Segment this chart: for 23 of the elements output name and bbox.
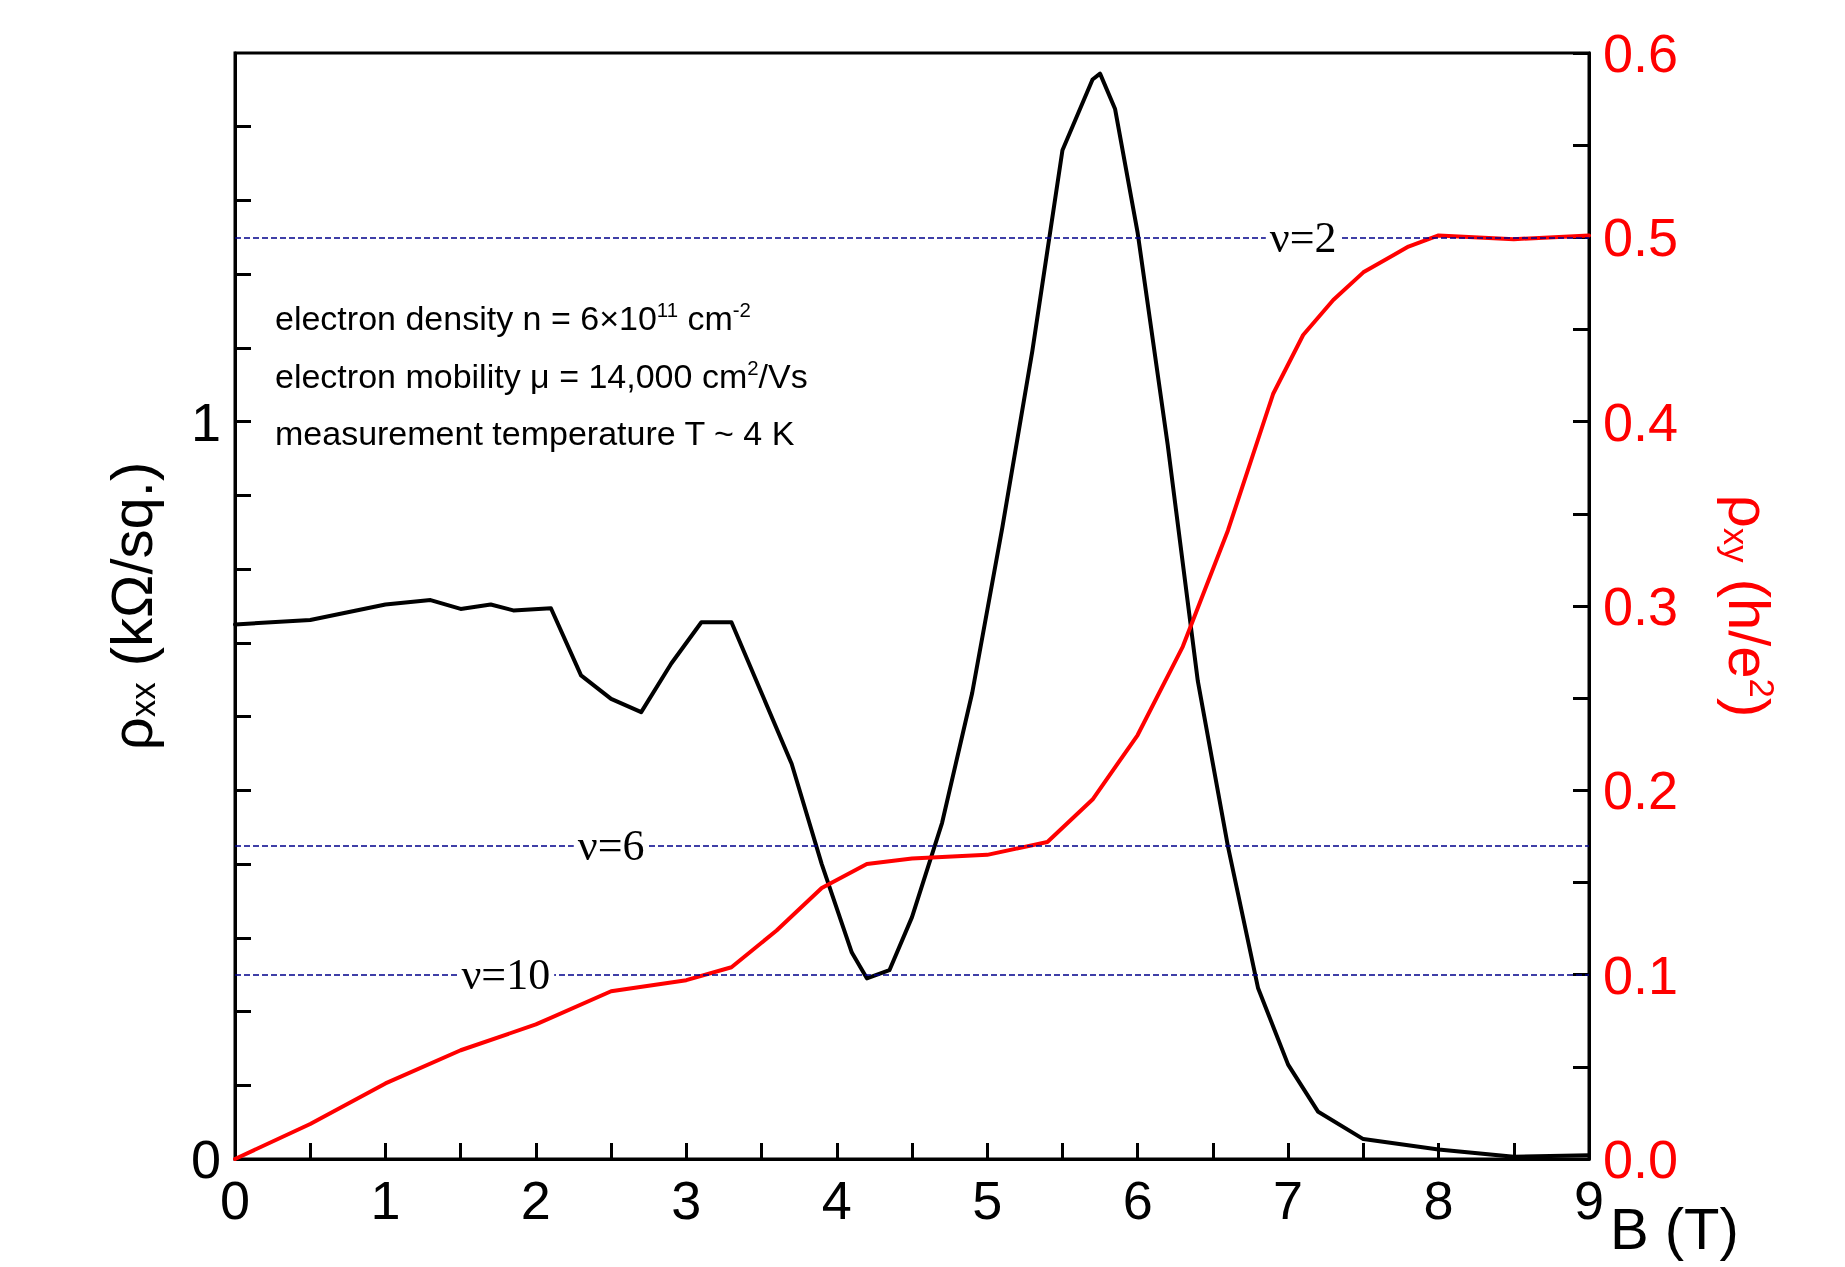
y2-tick-label: 0.4 (1603, 391, 1679, 452)
y2-tick-label: 0.2 (1603, 760, 1679, 821)
y2-axis-title: ρxy (h/e2) (1717, 494, 1783, 718)
x-tick-label: 1 (370, 1170, 401, 1230)
y2-tick-label: 0.0 (1603, 1129, 1679, 1189)
y2-tick-label: 0.3 (1603, 576, 1679, 636)
x-tick-label: 8 (1423, 1170, 1454, 1230)
x-tick-label: 2 (520, 1170, 551, 1230)
annotation: ν=6 (577, 821, 645, 871)
x-tick-label: 7 (1273, 1170, 1304, 1230)
annotation: measurement temperature T ~ 4 K (275, 414, 795, 452)
y2-tick-label: 0.6 (1603, 23, 1679, 83)
annotation: ν=10 (461, 950, 551, 1000)
x-tick-label: 6 (1122, 1170, 1153, 1230)
x-tick-label: 9 (1573, 1170, 1605, 1230)
y2-tick-label: 0.1 (1603, 944, 1679, 1005)
x-tick-label: 5 (972, 1170, 1003, 1230)
annotation: ν=2 (1269, 212, 1337, 262)
x-tick-label: 4 (821, 1170, 852, 1230)
y2-tick-label: 0.5 (1603, 207, 1679, 268)
x-axis-title: B (T) (1609, 1195, 1739, 1261)
x-tick-label: 3 (671, 1170, 702, 1230)
y-axis-title: ρxx (kΩ/sq.) (98, 461, 164, 751)
